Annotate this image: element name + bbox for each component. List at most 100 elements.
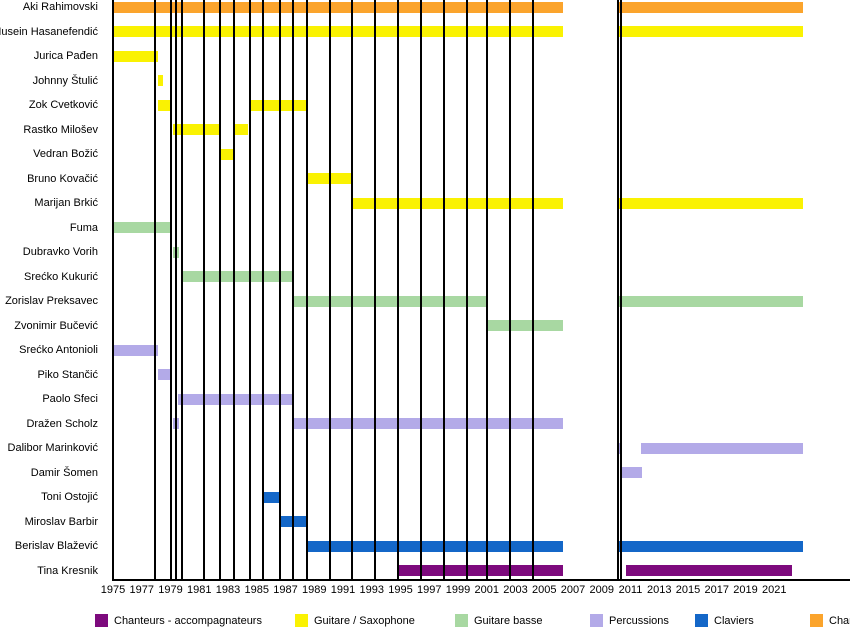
x-tick-label: 2015: [675, 584, 701, 596]
timeline-bar: [233, 124, 249, 136]
album-marker-line: [350, 0, 353, 580]
member-label: Berislav Blažević: [14, 540, 98, 553]
legend: Chanteurs - accompagnateurs Guitare / Sax…: [0, 614, 850, 634]
legend-label: Guitare / Saxophone: [314, 614, 415, 627]
x-tick-label: 1995: [388, 584, 413, 596]
album-marker-line: [616, 0, 619, 580]
member-label: Dražen Scholz: [26, 417, 98, 430]
legend-color-swatch: [590, 614, 603, 627]
x-tick-label: 2009: [589, 584, 614, 596]
album-marker-line: [442, 0, 445, 580]
member-label: Toni Ostojić: [41, 491, 98, 504]
album-marker-line: [485, 0, 488, 580]
timeline-bar: [113, 1, 563, 13]
album-marker-line: [219, 0, 222, 580]
album-marker-line: [174, 0, 177, 580]
member-label: Marijan Brkić: [34, 197, 98, 210]
timeline-bar: [294, 418, 563, 430]
x-tick-label: 1999: [445, 584, 471, 596]
x-axis-tick-labels: 1975 1977 1979 1981 1983 1985 1987 1989 1991 1993…: [101, 584, 850, 598]
member-label: Johnny Štulić: [32, 74, 98, 87]
album-marker-line: [329, 0, 332, 580]
album-marker-line: [620, 0, 623, 580]
x-tick-label: 2001: [474, 584, 499, 596]
member-label: Rastko Milošev: [23, 123, 98, 136]
album-marker-line: [508, 0, 511, 580]
album-marker-line: [465, 0, 468, 580]
album-marker-line: [419, 0, 422, 580]
timeline-bar: [617, 442, 622, 454]
timeline-bar: [113, 50, 158, 62]
album-marker-line: [373, 0, 376, 580]
x-tick-label: 2003: [503, 584, 528, 596]
timeline-bar: [294, 295, 487, 307]
member-labels-column: Aki Rahimovski Husein Hasanefendić Jurica …: [0, 0, 98, 580]
timeline-bar: [397, 565, 563, 577]
x-tick-label: 1987: [273, 584, 298, 596]
x-tick-label: 2017: [704, 584, 729, 596]
x-tick-label: 2013: [647, 584, 672, 596]
x-tick-label: 1981: [187, 584, 212, 596]
member-label: Fuma: [69, 221, 98, 234]
member-label: Srećko Antonioli: [19, 344, 98, 357]
y-axis-line: [112, 0, 114, 580]
x-tick-label: 1993: [359, 584, 384, 596]
legend-item: Chanteurs: [810, 614, 850, 627]
album-marker-line: [531, 0, 534, 580]
timeline-bar: [177, 393, 293, 405]
member-label: Bruno Kovačić: [27, 172, 98, 185]
member-label: Zvonimir Bučević: [14, 319, 98, 332]
timeline-bar: [173, 124, 220, 136]
x-tick-label: 1991: [330, 584, 356, 596]
member-label: Dubravko Vorih: [22, 246, 98, 259]
x-tick-label: 1989: [302, 584, 327, 596]
timeline-bar: [113, 344, 158, 356]
member-label: Miroslav Barbir: [24, 515, 98, 528]
legend-label: Chanteurs - accompagnateurs: [114, 614, 262, 627]
x-tick-label: 1983: [215, 584, 241, 596]
x-tick-label: 2021: [762, 584, 787, 596]
album-marker-line: [261, 0, 264, 580]
album-marker-line: [306, 0, 309, 580]
legend-item: Percussions: [590, 614, 669, 627]
timeline-bar: [617, 26, 803, 38]
member-label: Aki Rahimovski: [22, 1, 98, 13]
timeline-bar: [219, 148, 234, 160]
x-tick-label: 1977: [129, 584, 154, 596]
legend-label: Chanteurs: [829, 614, 850, 627]
album-marker-line: [396, 0, 399, 580]
legend-color-swatch: [95, 614, 108, 627]
timeline-bar: [307, 540, 563, 552]
member-label: Paolo Sfeci: [42, 393, 98, 406]
legend-item: Claviers: [695, 614, 754, 627]
legend-item: Guitare / Saxophone: [295, 614, 415, 627]
legend-color-swatch: [810, 614, 823, 627]
member-label: Srećko Kukurić: [24, 270, 98, 283]
timeline-bar: [249, 99, 308, 111]
album-marker-line: [181, 0, 183, 580]
timeline-bar: [180, 271, 293, 283]
member-label: Jurica Pađen: [33, 50, 98, 63]
album-marker-line: [232, 0, 235, 580]
member-label: Zok Cvetković: [28, 99, 98, 112]
album-marker-line: [169, 0, 172, 580]
legend-label: Percussions: [609, 614, 669, 627]
legend-item: Guitare basse: [455, 614, 542, 627]
x-tick-label: 1997: [417, 584, 442, 596]
member-label: Husein Hasanefendić: [0, 25, 98, 38]
timeline-bar: [621, 467, 642, 479]
member-label: Vedran Božić: [33, 148, 98, 161]
member-label: Piko Stančić: [37, 368, 98, 381]
album-marker-line: [153, 0, 156, 580]
x-tick-label: 1979: [158, 584, 183, 596]
x-tick-label: 1975: [100, 584, 126, 596]
member-label: Damir Šomen: [30, 466, 98, 479]
legend-color-swatch: [295, 614, 308, 627]
x-tick-label: 2019: [733, 584, 758, 596]
member-label: Tina Kresnik: [37, 564, 98, 577]
timeline-bar: [157, 369, 172, 381]
timeline-bar: [617, 1, 803, 13]
legend-label: Guitare basse: [474, 614, 543, 627]
timeline-bar: [617, 295, 803, 307]
x-axis-line: [112, 579, 850, 581]
